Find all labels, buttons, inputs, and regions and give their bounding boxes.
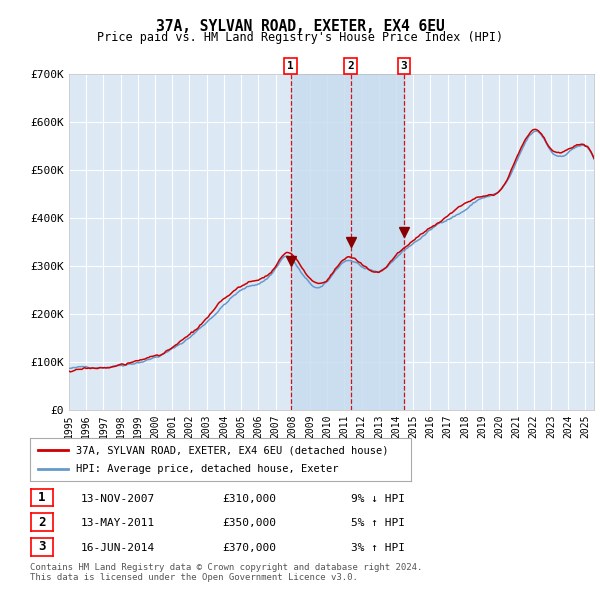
Text: 3: 3 bbox=[400, 61, 407, 71]
Text: 5% ↑ HPI: 5% ↑ HPI bbox=[351, 519, 405, 528]
Text: 2: 2 bbox=[38, 516, 46, 529]
Text: Contains HM Land Registry data © Crown copyright and database right 2024.
This d: Contains HM Land Registry data © Crown c… bbox=[30, 563, 422, 582]
Bar bbox=[290, 74, 404, 410]
Text: 3: 3 bbox=[38, 540, 46, 553]
Text: 13-NOV-2007: 13-NOV-2007 bbox=[81, 494, 155, 503]
Text: 37A, SYLVAN ROAD, EXETER, EX4 6EU: 37A, SYLVAN ROAD, EXETER, EX4 6EU bbox=[155, 19, 445, 34]
Text: £350,000: £350,000 bbox=[222, 519, 276, 528]
Text: 3% ↑ HPI: 3% ↑ HPI bbox=[351, 543, 405, 553]
Text: Price paid vs. HM Land Registry's House Price Index (HPI): Price paid vs. HM Land Registry's House … bbox=[97, 31, 503, 44]
Text: 16-JUN-2014: 16-JUN-2014 bbox=[81, 543, 155, 553]
Text: 37A, SYLVAN ROAD, EXETER, EX4 6EU (detached house): 37A, SYLVAN ROAD, EXETER, EX4 6EU (detac… bbox=[76, 445, 388, 455]
Text: 2: 2 bbox=[347, 61, 354, 71]
Text: 13-MAY-2011: 13-MAY-2011 bbox=[81, 519, 155, 528]
Text: 1: 1 bbox=[38, 491, 46, 504]
Text: HPI: Average price, detached house, Exeter: HPI: Average price, detached house, Exet… bbox=[76, 464, 338, 474]
Text: 1: 1 bbox=[287, 61, 294, 71]
Text: 9% ↓ HPI: 9% ↓ HPI bbox=[351, 494, 405, 503]
Text: £370,000: £370,000 bbox=[222, 543, 276, 553]
Text: £310,000: £310,000 bbox=[222, 494, 276, 503]
